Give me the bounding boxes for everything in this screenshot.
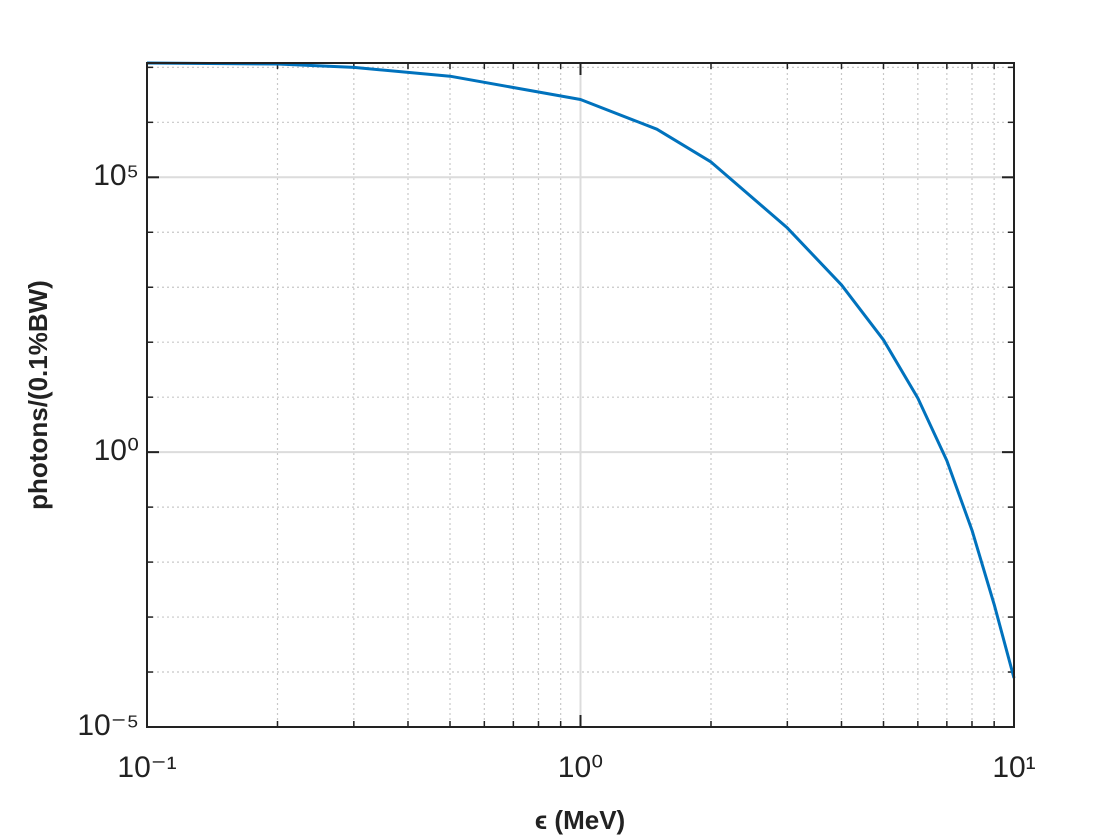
y-tick-label: 10⁰	[94, 434, 139, 467]
axes-box	[146, 62, 1015, 728]
x-tick-label: 10⁻¹	[117, 751, 176, 784]
data-line	[146, 61, 1016, 679]
y-tick-label: 10⁻⁵	[77, 709, 139, 742]
y-tick-label: 10⁵	[93, 159, 139, 192]
x-tick-label: 10⁰	[558, 751, 603, 784]
y-axis-label: photons/(0.1%BW)	[23, 280, 53, 510]
x-tick-label: 10¹	[992, 751, 1035, 784]
x-axis-label: ϵ (MeV)	[535, 805, 625, 835]
